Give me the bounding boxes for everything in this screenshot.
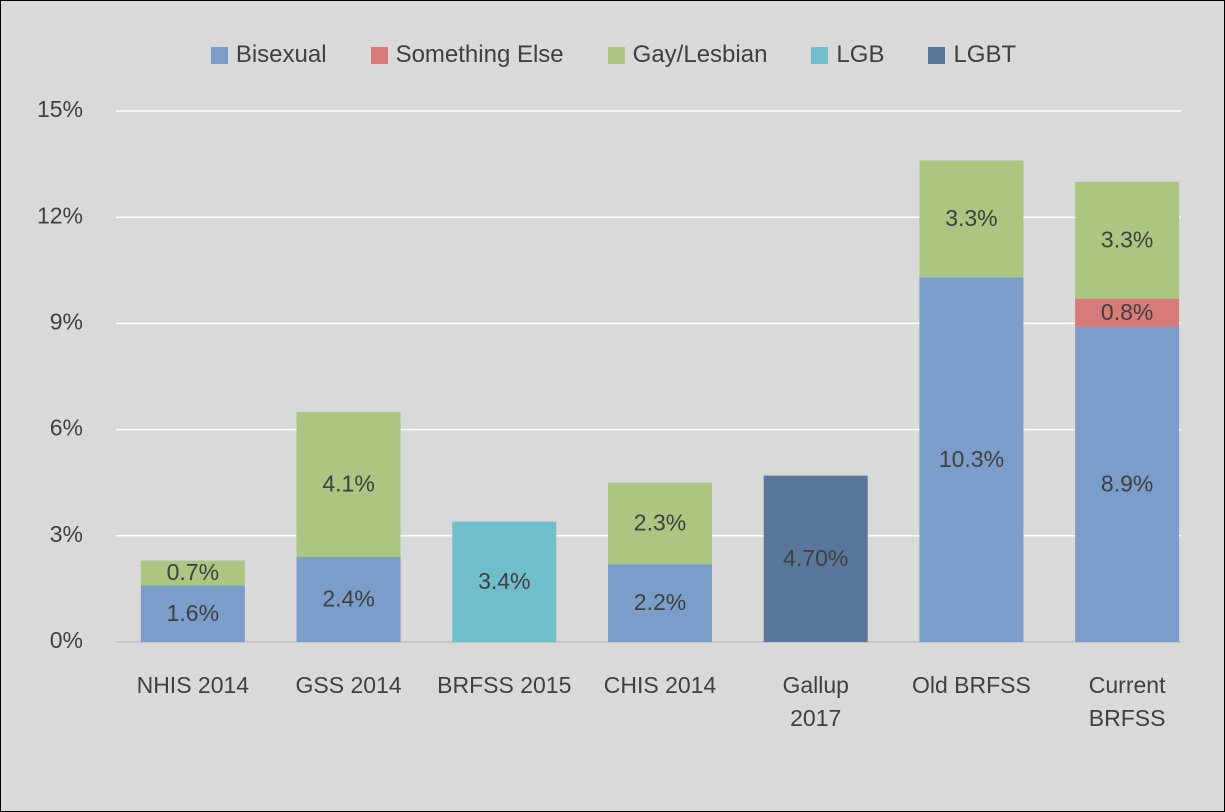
data-label: 8.9% [1101,471,1153,497]
data-label: 2.4% [322,586,374,612]
x-tick-label: BRFSS 2015 [437,672,572,698]
legend-label: LGBT [953,41,1017,68]
bar-segment [919,277,1024,642]
legend-item: Bisexual [210,41,327,69]
x-tick-label: Old BRFSS [911,672,1031,698]
bar-segment [763,475,868,642]
y-tick-label: 0% [50,627,83,653]
legend-swatch [370,46,388,64]
legend-item: LGBT [928,41,1016,69]
y-tick-label: 15% [37,96,83,122]
data-label: 0.7% [167,559,219,585]
bar-segment [452,521,557,642]
bar-segment [608,482,712,565]
y-tick-label: 3% [50,521,83,547]
data-label: 3.3% [1101,226,1153,252]
legend-swatch [210,46,228,64]
data-label: 4.1% [322,471,374,497]
data-label: 2.2% [634,589,686,615]
bar-segment [1075,326,1180,642]
data-label: 4.70% [783,545,848,571]
legend-item: Something Else [370,41,564,69]
legend-label: LGB [836,41,885,68]
bar-segment [1075,181,1180,299]
x-tick-label: GSS 2014 [295,672,402,698]
y-tick-label: 12% [37,202,83,228]
bar-segment [140,560,245,586]
legend-label: Something Else [395,41,564,68]
legend-item: Gay/Lesbian [607,41,768,69]
bar-segment [140,585,245,642]
x-tick-label: CHIS 2014 [603,672,717,698]
bar-segment [608,564,712,642]
x-tick-label: NHIS 2014 [136,672,250,698]
x-tick-label: Current BRFSS [1088,672,1166,731]
data-label: 1.6% [167,600,219,626]
data-label: 3.3% [945,205,997,231]
y-tick-label: 9% [50,308,83,334]
legend-item: LGB [811,41,884,69]
bar-segment [919,160,1024,278]
data-label: 0.8% [1101,299,1153,325]
legend-label: Gay/Lesbian [632,41,768,68]
legend-swatch [811,46,829,64]
legend: Bisexual Something Else Gay/Lesbian LGB LGBT [1,41,1224,69]
legend-label: Bisexual [235,41,327,68]
data-label: 2.3% [634,509,686,535]
x-tick-label: Gallup 2017 [782,672,849,731]
bar-segment [296,411,401,558]
data-label: 3.4% [478,568,530,594]
data-label: 10.3% [939,446,1004,472]
legend-swatch [928,46,946,64]
bar-segment [296,557,401,642]
bar-segment [1075,298,1180,327]
legend-swatch [607,46,625,64]
y-tick-label: 6% [50,415,83,441]
